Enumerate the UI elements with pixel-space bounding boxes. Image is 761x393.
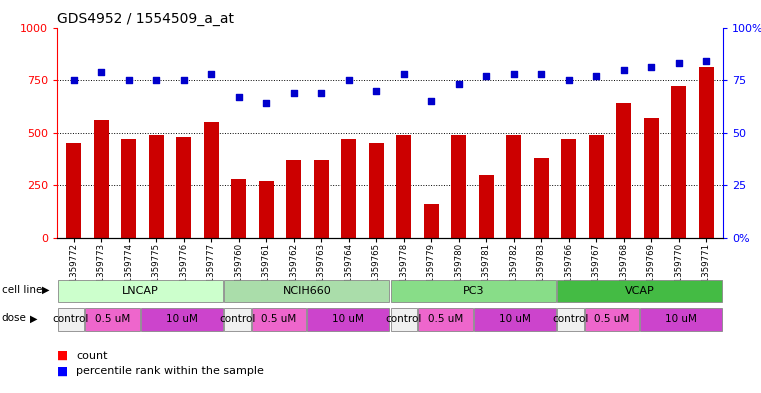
Bar [562, 139, 576, 238]
Text: GDS4952 / 1554509_a_at: GDS4952 / 1554509_a_at [57, 13, 234, 26]
Bar [231, 179, 247, 238]
Bar [58, 308, 84, 331]
Bar [66, 143, 81, 238]
Bar [589, 135, 604, 238]
Point [591, 73, 603, 79]
Point [453, 81, 465, 87]
Point [315, 90, 327, 96]
Bar [121, 139, 136, 238]
Text: VCAP: VCAP [625, 286, 654, 296]
Point [618, 66, 630, 73]
Point [233, 94, 245, 100]
Text: percentile rank within the sample: percentile rank within the sample [76, 366, 264, 376]
Bar [584, 308, 639, 331]
Text: PC3: PC3 [463, 286, 484, 296]
Text: count: count [76, 351, 107, 361]
Bar [640, 308, 722, 331]
Point [673, 60, 685, 66]
Point [370, 87, 382, 94]
Point [700, 58, 712, 64]
Bar [671, 86, 686, 238]
Bar [616, 103, 632, 238]
Bar [506, 135, 521, 238]
Point [563, 77, 575, 83]
Bar [699, 68, 714, 238]
Text: 10 uM: 10 uM [665, 314, 697, 324]
Point [177, 77, 189, 83]
Text: ■: ■ [57, 349, 68, 362]
Point [535, 71, 547, 77]
Text: cell line: cell line [2, 285, 42, 295]
Text: control: control [552, 314, 588, 324]
Point [398, 71, 410, 77]
Bar [85, 308, 140, 331]
Bar [644, 118, 659, 238]
Point [68, 77, 80, 83]
Text: NCIH660: NCIH660 [282, 286, 331, 296]
Text: control: control [219, 314, 256, 324]
Bar [307, 308, 390, 331]
Bar [148, 135, 164, 238]
Text: LNCAP: LNCAP [122, 286, 159, 296]
Text: control: control [53, 314, 89, 324]
Point [288, 90, 300, 96]
Point [425, 98, 438, 104]
Text: 0.5 uM: 0.5 uM [594, 314, 629, 324]
Text: dose: dose [2, 313, 27, 323]
Bar [368, 143, 384, 238]
Bar [396, 135, 412, 238]
Bar [314, 160, 329, 238]
Bar [94, 120, 109, 238]
Text: control: control [386, 314, 422, 324]
Bar [176, 137, 191, 238]
Bar [390, 308, 417, 331]
Bar [224, 280, 390, 302]
Bar [224, 308, 250, 331]
Text: 10 uM: 10 uM [166, 314, 198, 324]
Point [480, 73, 492, 79]
Bar [286, 160, 301, 238]
Text: ▶: ▶ [30, 313, 38, 323]
Bar [141, 308, 223, 331]
Point [95, 68, 107, 75]
Point [508, 71, 520, 77]
Text: ■: ■ [57, 365, 68, 378]
Bar [557, 280, 722, 302]
Bar [419, 308, 473, 331]
Bar [390, 280, 556, 302]
Point [260, 100, 272, 107]
Point [150, 77, 162, 83]
Point [123, 77, 135, 83]
Bar [341, 139, 356, 238]
Bar [557, 308, 584, 331]
Text: 10 uM: 10 uM [333, 314, 365, 324]
Bar [252, 308, 306, 331]
Text: 0.5 uM: 0.5 uM [428, 314, 463, 324]
Text: 10 uM: 10 uM [499, 314, 531, 324]
Bar [58, 280, 223, 302]
Bar [451, 135, 466, 238]
Bar [474, 308, 556, 331]
Point [342, 77, 355, 83]
Point [645, 64, 658, 71]
Bar [533, 158, 549, 238]
Text: 0.5 uM: 0.5 uM [95, 314, 130, 324]
Bar [204, 122, 218, 238]
Bar [259, 181, 274, 238]
Text: 0.5 uM: 0.5 uM [262, 314, 297, 324]
Point [205, 71, 217, 77]
Bar [424, 204, 439, 238]
Bar [479, 174, 494, 238]
Text: ▶: ▶ [42, 285, 49, 295]
